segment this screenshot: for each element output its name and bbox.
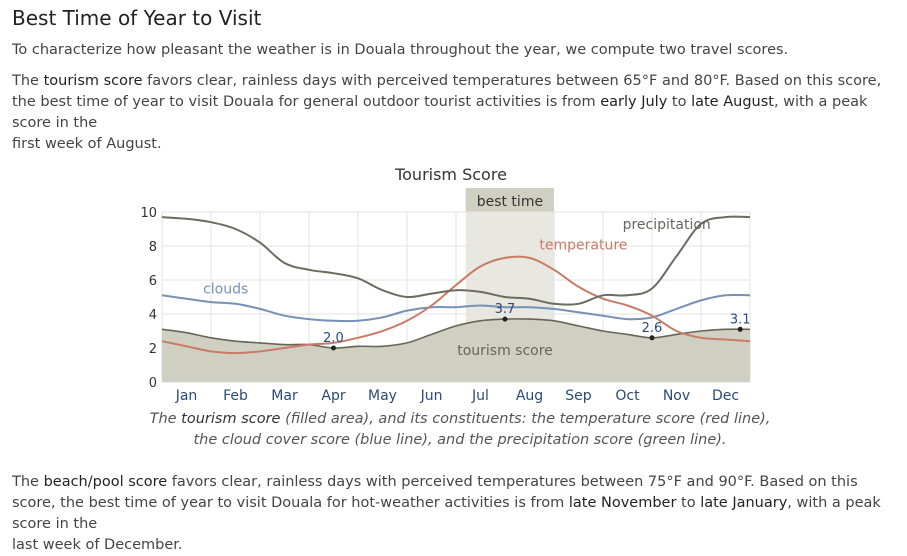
- y-tick-label: 8: [149, 240, 157, 255]
- temperature-score-line: [161, 255, 751, 355]
- beach-score-term: beach/pool score: [43, 474, 168, 490]
- best-time-label: best time: [477, 194, 543, 210]
- y-tick-label: 0: [149, 376, 157, 391]
- tourism-start-date: early July: [600, 94, 668, 110]
- tourism-score-label: tourism score: [457, 343, 553, 359]
- y-tick-label: 6: [149, 274, 157, 289]
- x-tick-label: May: [368, 388, 397, 404]
- intro-paragraph: To characterize how pleasant the weather…: [12, 42, 789, 58]
- annotation-value-label: 3.1: [730, 312, 751, 327]
- x-tick-label: Mar: [271, 388, 298, 404]
- annotation-dot: [502, 316, 508, 322]
- tourism-peak-date: first week of August: [12, 136, 157, 152]
- chart-title: Tourism Score: [394, 165, 507, 184]
- y-tick-label: 4: [149, 308, 157, 323]
- x-tick-label: Aug: [516, 388, 543, 404]
- x-tick-label: Feb: [223, 388, 248, 404]
- tourism-text-c: favors clear, rainless days with perceiv…: [12, 73, 882, 110]
- annotation-value-label: 2.0: [323, 331, 344, 346]
- tourism-score-chart: best time Tourism Score 0 2 4 6 8 10 tourism sco…: [140, 165, 751, 404]
- tourism-text-a: The: [12, 73, 44, 89]
- cloud-score-line: [161, 293, 751, 323]
- beach-text-g: , with a peak score in the: [12, 495, 881, 532]
- annotation-dot: [737, 326, 743, 332]
- tourism-text-e: to: [667, 94, 692, 110]
- x-tick-label: Dec: [712, 388, 739, 404]
- beach-text-a: The: [12, 474, 44, 490]
- x-tick-label: Oct: [615, 388, 640, 404]
- tourism-text-i: .: [156, 136, 162, 152]
- annotation-value-label: 3.7: [495, 302, 516, 317]
- y-tick-label: 2: [149, 342, 157, 357]
- beach-text-i: .: [177, 537, 183, 553]
- tourism-score-area: [162, 318, 750, 382]
- temperature-label: temperature: [539, 237, 627, 253]
- precipitation-score-line: [161, 215, 751, 306]
- x-tick-label: Apr: [321, 388, 345, 404]
- x-tick-label: Nov: [663, 388, 690, 404]
- beach-end-date: late January: [700, 495, 788, 511]
- caption-tourism-term: tourism score: [181, 411, 281, 427]
- chart-caption: The tourism score (filled area), and its…: [140, 409, 780, 451]
- best-time-label-bg: [465, 188, 554, 212]
- x-tick-label: Jun: [420, 388, 443, 404]
- beach-start-date: late November: [568, 495, 677, 511]
- precipitation-label: precipitation: [623, 217, 711, 233]
- tourism-score-term: tourism score: [43, 73, 143, 89]
- x-tick-label: Jul: [471, 388, 489, 404]
- caption-text-c: (filled area), and its constituents: the…: [193, 411, 771, 448]
- annotation-dot: [649, 335, 655, 341]
- annotation-dot: [331, 345, 336, 351]
- page-title: Best Time of Year to Visit: [12, 6, 262, 30]
- clouds-label: clouds: [203, 282, 248, 298]
- beach-text-e: to: [676, 495, 701, 511]
- annotation-value-label: 2.6: [642, 321, 663, 336]
- x-tick-label: Jan: [175, 388, 198, 404]
- tourism-end-date: late August: [691, 94, 774, 110]
- y-tick-label: 10: [140, 206, 157, 221]
- tourism-score-paragraph: The tourism score favors clear, rainless…: [12, 71, 897, 155]
- tourism-text-g: , with a peak score in the: [12, 94, 868, 131]
- beach-text-c: favors clear, rainless days with perceiv…: [12, 474, 858, 511]
- beach-peak-date: last week of December: [12, 537, 178, 553]
- x-tick-label: Sep: [565, 388, 592, 404]
- caption-text-a: The: [149, 411, 182, 427]
- beach-score-paragraph: The beach/pool score favors clear, rainl…: [12, 472, 897, 556]
